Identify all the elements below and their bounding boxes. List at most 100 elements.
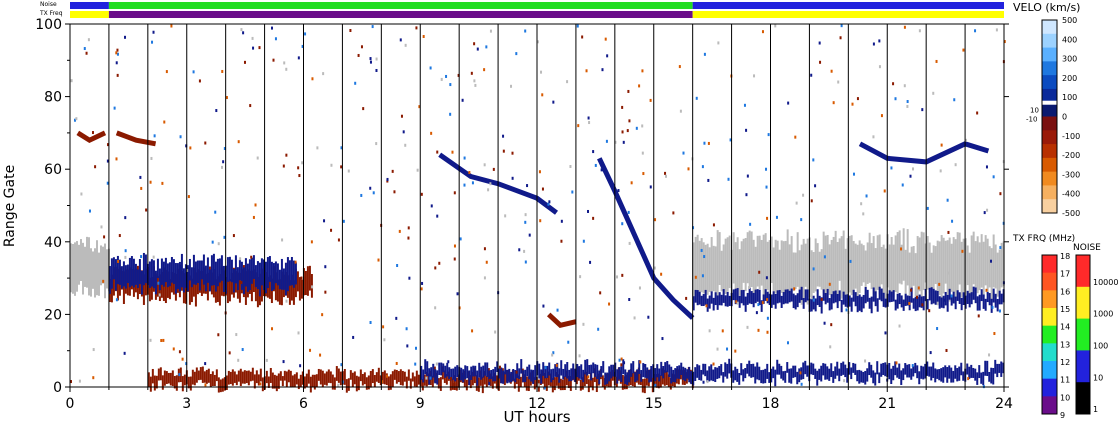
noise-tick-10: 10 <box>1093 373 1103 382</box>
velocity-tick--300: -300 <box>1062 170 1080 179</box>
velocity-zero-band <box>1042 100 1057 105</box>
velocity-inner-pos: 10 <box>1030 107 1039 115</box>
trail-2 <box>76 130 107 144</box>
scatter-layer <box>70 228 1005 394</box>
trail-0 <box>597 157 695 320</box>
feature-1 <box>692 228 1005 306</box>
velocity-swatch-11 <box>1042 171 1057 186</box>
velocity-swatch-9 <box>1042 144 1057 159</box>
txfreq-swatch-5 <box>1042 343 1057 362</box>
velocity-tick-500: 500 <box>1062 16 1077 25</box>
txfreq-colorbar: 18 17 16 15 14 13 12 11 10 9 <box>1041 252 1070 420</box>
x-tick-label-21: 21 <box>878 396 896 412</box>
noise-strip <box>70 2 1004 9</box>
txfreq-tick-17: 17 <box>1060 270 1070 279</box>
noise-tick-100: 100 <box>1093 342 1108 351</box>
txfreq-swatch-1 <box>1042 272 1057 291</box>
x-tick-label-15: 15 <box>645 396 663 412</box>
txfreq-tick-13: 13 <box>1060 340 1070 349</box>
x-tick-label-6: 6 <box>299 396 308 412</box>
txfreq-tick-9: 9 <box>1060 411 1065 420</box>
x-tick-label-0: 0 <box>66 396 75 412</box>
x-axis: 0 3 6 9 12 15 18 21 24 <box>66 387 1013 412</box>
noise-strip-label: Noise <box>40 1 57 8</box>
txfreq-swatch-6 <box>1042 361 1057 380</box>
velocity-swatch-7 <box>1042 116 1057 131</box>
txfreq-strip <box>70 11 1004 18</box>
velocity-tick-300: 300 <box>1062 55 1077 64</box>
noise-colorbar: 10000 1000 100 10 1 <box>1075 254 1118 415</box>
velocity-swatch-8 <box>1042 130 1057 145</box>
trail-3 <box>115 130 157 147</box>
velocity-colorbar-frame <box>1041 19 1058 214</box>
velocity-swatch-10 <box>1042 157 1057 173</box>
y-tick-label-80: 80 <box>44 90 62 106</box>
hour-lines <box>108 24 966 387</box>
txfreq-tick-15: 15 <box>1060 305 1070 314</box>
noise-tick-1: 1 <box>1093 405 1098 414</box>
txfreq-tick-11: 11 <box>1060 376 1070 385</box>
txfreq-tick-18: 18 <box>1060 252 1070 261</box>
txfreq-colorbar-frame <box>1041 254 1058 415</box>
velocity-swatch-6 <box>1042 102 1057 117</box>
txfreq-swatch-3 <box>1042 308 1057 327</box>
y-tick-label-100: 100 <box>35 17 62 33</box>
velocity-swatch-13 <box>1042 199 1057 214</box>
velocity-inner-neg: -10 <box>1026 116 1037 124</box>
noise-colorbar-title: NOISE <box>1073 243 1101 253</box>
velocity-tick--400: -400 <box>1062 190 1080 199</box>
txfreq-swatch-2 <box>1042 290 1057 309</box>
y-axis: 0 20 40 60 80 100 <box>35 17 1009 396</box>
feature-0 <box>70 236 110 299</box>
velocity-swatch-5 <box>1042 88 1057 104</box>
velocity-tick-0: 0 <box>1062 113 1067 122</box>
x-tick-label-24: 24 <box>995 396 1013 412</box>
txfreq-segment-0 <box>70 11 109 18</box>
y-tick-label-40: 40 <box>44 235 62 251</box>
txfreq-segment-1 <box>108 11 693 18</box>
x-tick-label-18: 18 <box>762 396 780 412</box>
trail-4 <box>546 312 577 329</box>
feature-6 <box>420 358 1005 387</box>
txfreq-tick-12: 12 <box>1060 358 1070 367</box>
noise-swatch-3 <box>1076 350 1090 383</box>
velocity-swatch-0 <box>1042 20 1057 35</box>
velocity-tick--500: -500 <box>1062 209 1080 218</box>
noise-swatch-2 <box>1076 318 1090 351</box>
velocity-colorbar: 500 400 300 200 100 0 -100 -200 -300 -400 -500 10-1… <box>1026 16 1080 218</box>
feature-4 <box>692 286 1005 314</box>
txfreq-tick-14: 14 <box>1060 323 1070 332</box>
x-tick-label-3: 3 <box>182 396 191 412</box>
noise-swatch-0 <box>1076 255 1090 288</box>
y-tick-label-20: 20 <box>44 307 62 323</box>
velocity-colorbar-title: VELO (km/s) <box>1013 1 1080 14</box>
trail-layer <box>70 24 1006 390</box>
y-tick-label-60: 60 <box>44 162 62 178</box>
txfreq-tick-16: 16 <box>1060 287 1070 296</box>
noise-colorbar-frame <box>1075 254 1091 415</box>
txfreq-swatch-8 <box>1042 396 1057 415</box>
plot-area <box>69 23 1006 394</box>
velocity-tick-100: 100 <box>1062 93 1077 102</box>
velocity-swatch-12 <box>1042 185 1057 200</box>
velocity-tick--200: -200 <box>1062 151 1080 160</box>
x-axis-label: UT hours <box>503 408 570 426</box>
velocity-tick-200: 200 <box>1062 74 1077 83</box>
velocity-swatch-3 <box>1042 61 1057 76</box>
txfreq-swatch-0 <box>1042 255 1057 274</box>
txfreq-tick-10: 10 <box>1060 393 1070 402</box>
velocity-swatch-4 <box>1042 75 1057 90</box>
x-tick-label-12: 12 <box>528 396 546 412</box>
noise-segment-0 <box>70 2 109 9</box>
velocity-tick-400: 400 <box>1062 35 1077 44</box>
noise-swatch-4 <box>1076 382 1090 415</box>
noise-swatch-1 <box>1076 286 1090 320</box>
velocity-tick--100: -100 <box>1062 132 1080 141</box>
velocity-swatch-1 <box>1042 33 1057 49</box>
noise-tick-10000: 10000 <box>1093 278 1118 287</box>
velocity-swatch-2 <box>1042 47 1057 62</box>
txfreq-colorbar-title: TX FRQ (MHz) <box>1012 234 1075 244</box>
txfreq-segment-2 <box>692 11 1004 18</box>
y-tick-label-0: 0 <box>53 380 62 396</box>
